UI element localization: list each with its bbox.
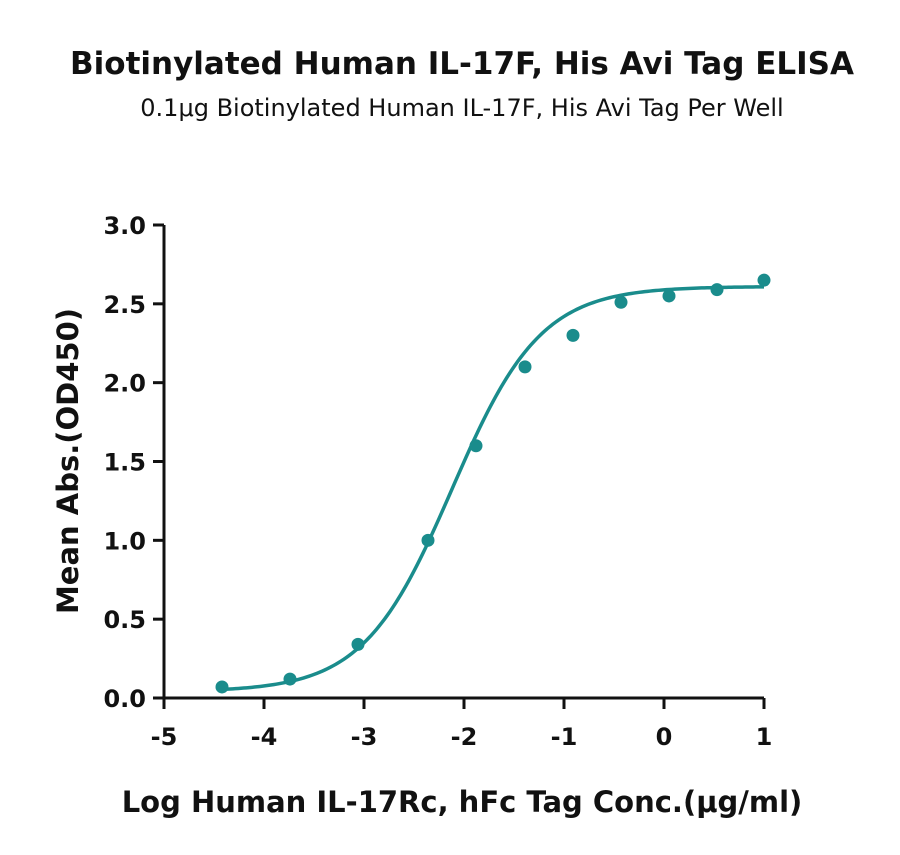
y-tick-label: 2.0 [103, 370, 146, 398]
x-axis-ticks: -5 -4 -3 -2 -1 0 1 [151, 698, 773, 751]
x-tick-label: -3 [351, 723, 378, 751]
data-point [421, 533, 435, 547]
chart-title: Biotinylated Human IL-17F, His Avi Tag E… [70, 46, 854, 82]
x-tick-label: 0 [656, 723, 673, 751]
fit-curve [221, 285, 765, 692]
x-tick-label: -2 [451, 723, 478, 751]
data-point [351, 637, 365, 651]
x-axis-label: Log Human IL-17Rc, hFc Tag Conc.(μg/ml) [122, 785, 803, 819]
y-axis-label: Mean Abs.(OD450) [51, 308, 85, 614]
x-tick-label: -5 [151, 723, 178, 751]
plot-area [215, 273, 771, 694]
data-point [757, 273, 771, 287]
y-tick-label: 1.0 [103, 527, 146, 555]
x-tick-label: -4 [251, 723, 278, 751]
x-tick-label: 1 [756, 723, 773, 751]
y-tick-label: 2.5 [103, 291, 146, 319]
data-point [614, 295, 628, 309]
y-axis-ticks: 0.0 0.5 1.0 1.5 2.0 2.5 3.0 [103, 212, 164, 713]
x-tick-label: -1 [551, 723, 578, 751]
y-tick-label: 3.0 [103, 212, 146, 240]
data-point [469, 439, 483, 453]
y-tick-label: 0.5 [103, 606, 146, 634]
data-point [283, 672, 297, 686]
y-tick-label: 0.0 [103, 685, 146, 713]
y-tick-label: 1.5 [103, 449, 146, 477]
data-point [215, 680, 229, 694]
data-point [662, 289, 676, 303]
data-point [566, 328, 580, 342]
data-point [518, 360, 532, 374]
data-point [710, 283, 724, 297]
chart-subtitle: 0.1μg Biotinylated Human IL-17F, His Avi… [140, 94, 783, 122]
